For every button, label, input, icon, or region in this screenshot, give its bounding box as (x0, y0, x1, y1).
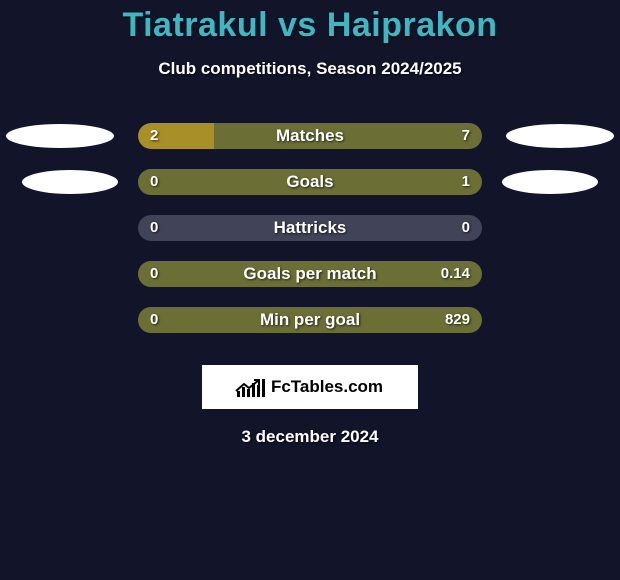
bar-fill-right (138, 261, 482, 287)
stat-bar: Min per goal0829 (138, 307, 482, 333)
page-title: Tiatrakul vs Haiprakon (0, 0, 620, 45)
bar-chart-icon (237, 377, 265, 397)
stat-row: Hattricks0 0 (0, 205, 620, 251)
stat-row: Matches27 (0, 113, 620, 159)
stat-row: Goals per match00.14 (0, 251, 620, 297)
source-logo-text: FcTables.com (271, 377, 383, 397)
stat-rows: Matches27 Goals01 Hattricks0 0 Goals per mat… (0, 113, 620, 343)
player-badge-ellipse (502, 170, 598, 194)
bar-fill-right (138, 169, 482, 195)
stat-bar: Goals per match00.14 (138, 261, 482, 287)
player-badge-ellipse (6, 124, 114, 148)
stat-row: Min per goal0829 (0, 297, 620, 343)
date-text: 3 december 2024 (0, 427, 620, 447)
bar-fill-left (138, 123, 214, 149)
stat-value-left: 0 (150, 215, 158, 241)
source-logo-badge: FcTables.com (202, 365, 418, 409)
subtitle: Club competitions, Season 2024/2025 (0, 59, 620, 79)
title-vs: vs (278, 6, 317, 44)
stat-bar: Hattricks0 0 (138, 215, 482, 241)
stat-label: Hattricks (138, 215, 482, 241)
bar-fill-right (214, 123, 482, 149)
comparison-infographic: Tiatrakul vs Haiprakon Club competitions… (0, 0, 620, 580)
player-badge-ellipse (506, 124, 614, 148)
bar-fill-right (138, 307, 482, 333)
stat-bar: Matches27 (138, 123, 482, 149)
stat-value-right: 0 (462, 215, 470, 241)
stat-bar: Goals01 (138, 169, 482, 195)
stat-row: Goals01 (0, 159, 620, 205)
player-badge-ellipse (22, 170, 118, 194)
title-player-left: Tiatrakul (122, 6, 268, 44)
title-player-right: Haiprakon (327, 6, 498, 44)
